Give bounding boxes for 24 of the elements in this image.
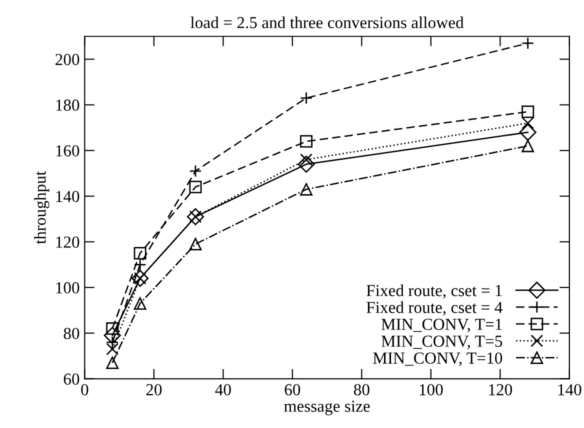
x-tick-label: 60	[284, 384, 300, 396]
y-axis-title: throughput	[34, 171, 50, 244]
x-tick-label: 0	[81, 384, 88, 396]
x-tick-label: 100	[420, 384, 443, 396]
y-tick-label: 140	[56, 190, 80, 202]
legend-label: MIN_CONV, T=10	[373, 352, 502, 366]
chart-title: load = 2.5 and three conversions allowed	[190, 16, 464, 28]
x-tick-label: 80	[354, 384, 370, 396]
x-tick-label: 140	[558, 384, 582, 396]
y-tick-label: 160	[56, 145, 80, 156]
x-axis-title: message size	[284, 400, 370, 416]
x-tick-label: 120	[489, 384, 512, 396]
legend-label: MIN_CONV, T=1	[381, 318, 502, 332]
y-tick-label: 60	[64, 373, 80, 385]
y-tick-label: 100	[56, 282, 80, 294]
x-tick-label: 20	[146, 384, 162, 396]
legend-label: Fixed route, cset = 4	[366, 301, 502, 316]
x-tick-label: 40	[215, 384, 231, 396]
legend-label: Fixed route, cset = 1	[366, 284, 502, 299]
y-tick-label: 180	[56, 100, 80, 111]
y-tick-label: 80	[64, 328, 80, 340]
y-tick-label: 120	[56, 236, 80, 248]
legend-label: MIN_CONV, T=5	[381, 336, 502, 350]
y-tick-label: 200	[56, 54, 80, 66]
